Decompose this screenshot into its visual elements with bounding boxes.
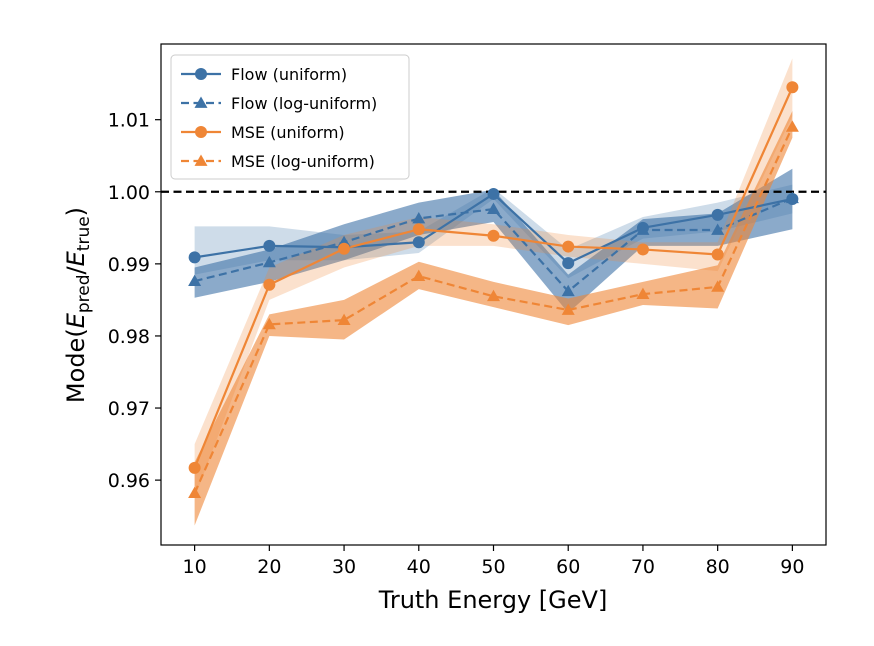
band-2 bbox=[194, 58, 793, 499]
data-point-s2-6 bbox=[636, 243, 649, 256]
legend-label-0: Flow (uniform) bbox=[231, 65, 347, 84]
series-line-1 bbox=[194, 197, 793, 293]
y-label-mode: Mode( bbox=[62, 328, 90, 403]
x-axis-label: Truth Energy [GeV] bbox=[378, 586, 608, 614]
legend-marker-2 bbox=[195, 126, 207, 138]
data-point-s1-8 bbox=[785, 191, 799, 204]
data-point-s3-7 bbox=[711, 280, 725, 292]
data-point-s1-0 bbox=[188, 274, 202, 287]
data-point-s3-2 bbox=[337, 313, 351, 325]
data-point-s0-3 bbox=[412, 236, 425, 249]
x-tick-label-0: 10 bbox=[183, 556, 207, 578]
data-point-s1-3 bbox=[412, 211, 426, 224]
y-tick-label-0: 0.96 bbox=[108, 470, 150, 492]
legend-label-1: Flow (log-uniform) bbox=[231, 94, 377, 113]
x-tick-label-6: 70 bbox=[631, 556, 655, 578]
y-tick-label-4: 1.00 bbox=[108, 182, 150, 204]
data-point-s3-6 bbox=[636, 287, 650, 300]
y-label-e-pred: E bbox=[62, 312, 90, 328]
y-label-e-true: E bbox=[62, 250, 90, 266]
x-tick-label-5: 60 bbox=[556, 556, 580, 578]
series-line-3 bbox=[193, 126, 794, 494]
data-point-s2-4 bbox=[487, 229, 500, 242]
x-tick-label-8: 90 bbox=[780, 556, 804, 578]
data-point-s1-6 bbox=[636, 223, 650, 235]
data-point-s3-5 bbox=[561, 303, 575, 315]
x-tick-label-3: 40 bbox=[407, 556, 431, 578]
data-point-s3-4 bbox=[487, 289, 500, 302]
data-point-s2-3 bbox=[412, 223, 425, 236]
legend-marker-3 bbox=[194, 154, 208, 166]
data-point-s3-0 bbox=[188, 486, 202, 498]
y-tick-label-3: 0.99 bbox=[108, 254, 150, 276]
data-point-s1-4 bbox=[487, 202, 500, 214]
data-point-s2-2 bbox=[338, 242, 351, 255]
x-tick-label-7: 80 bbox=[706, 556, 730, 578]
x-tick-label-2: 30 bbox=[332, 556, 356, 578]
legend-box bbox=[170, 54, 410, 180]
legend-marker-1 bbox=[194, 96, 208, 108]
legend: Flow (uniform) Flow (log-uniform) MSE (uni… bbox=[170, 54, 410, 180]
data-point-s3-8 bbox=[785, 120, 799, 132]
y-label-sub-true: true bbox=[74, 216, 94, 251]
band-3 bbox=[194, 111, 793, 526]
data-point-s2-0 bbox=[188, 461, 201, 474]
y-tick-label-2: 0.98 bbox=[108, 326, 150, 348]
data-point-s2-1 bbox=[263, 278, 276, 291]
legend-marker-0 bbox=[195, 68, 207, 80]
data-point-s1-7 bbox=[711, 223, 725, 235]
data-point-s0-4 bbox=[487, 187, 500, 200]
y-tick-label-5: 1.01 bbox=[108, 110, 150, 132]
data-point-s3-1 bbox=[262, 317, 276, 330]
y-label-sub-pred: pred bbox=[74, 274, 94, 313]
y-tick-label-1: 0.97 bbox=[108, 398, 150, 420]
data-point-s0-1 bbox=[263, 239, 276, 252]
data-point-s2-5 bbox=[562, 240, 575, 253]
y-label-close: ) bbox=[62, 207, 90, 216]
data-point-s2-8 bbox=[786, 81, 799, 94]
data-point-s3-3 bbox=[412, 269, 426, 281]
data-point-s1-5 bbox=[561, 284, 575, 297]
y-axis-label: Mode(Epred/Etrue) bbox=[62, 207, 94, 403]
axes: 10 20 30 40 50 60 70 80 90 0.96 0.97 0.98 0.99 1.00 1.… bbox=[108, 43, 827, 578]
data-point-s0-0 bbox=[188, 251, 201, 264]
data-point-s2-7 bbox=[711, 248, 724, 261]
data-point-s0-5 bbox=[562, 257, 575, 270]
legend-label-2: MSE (uniform) bbox=[231, 123, 345, 142]
x-tick-label-1: 20 bbox=[257, 556, 281, 578]
x-tick-label-4: 50 bbox=[481, 556, 505, 578]
y-label-slash: / bbox=[62, 265, 90, 274]
series-markers bbox=[188, 81, 799, 498]
legend-label-3: MSE (log-uniform) bbox=[231, 152, 375, 171]
data-point-s1-1 bbox=[262, 255, 276, 268]
data-point-s0-7 bbox=[711, 208, 724, 221]
